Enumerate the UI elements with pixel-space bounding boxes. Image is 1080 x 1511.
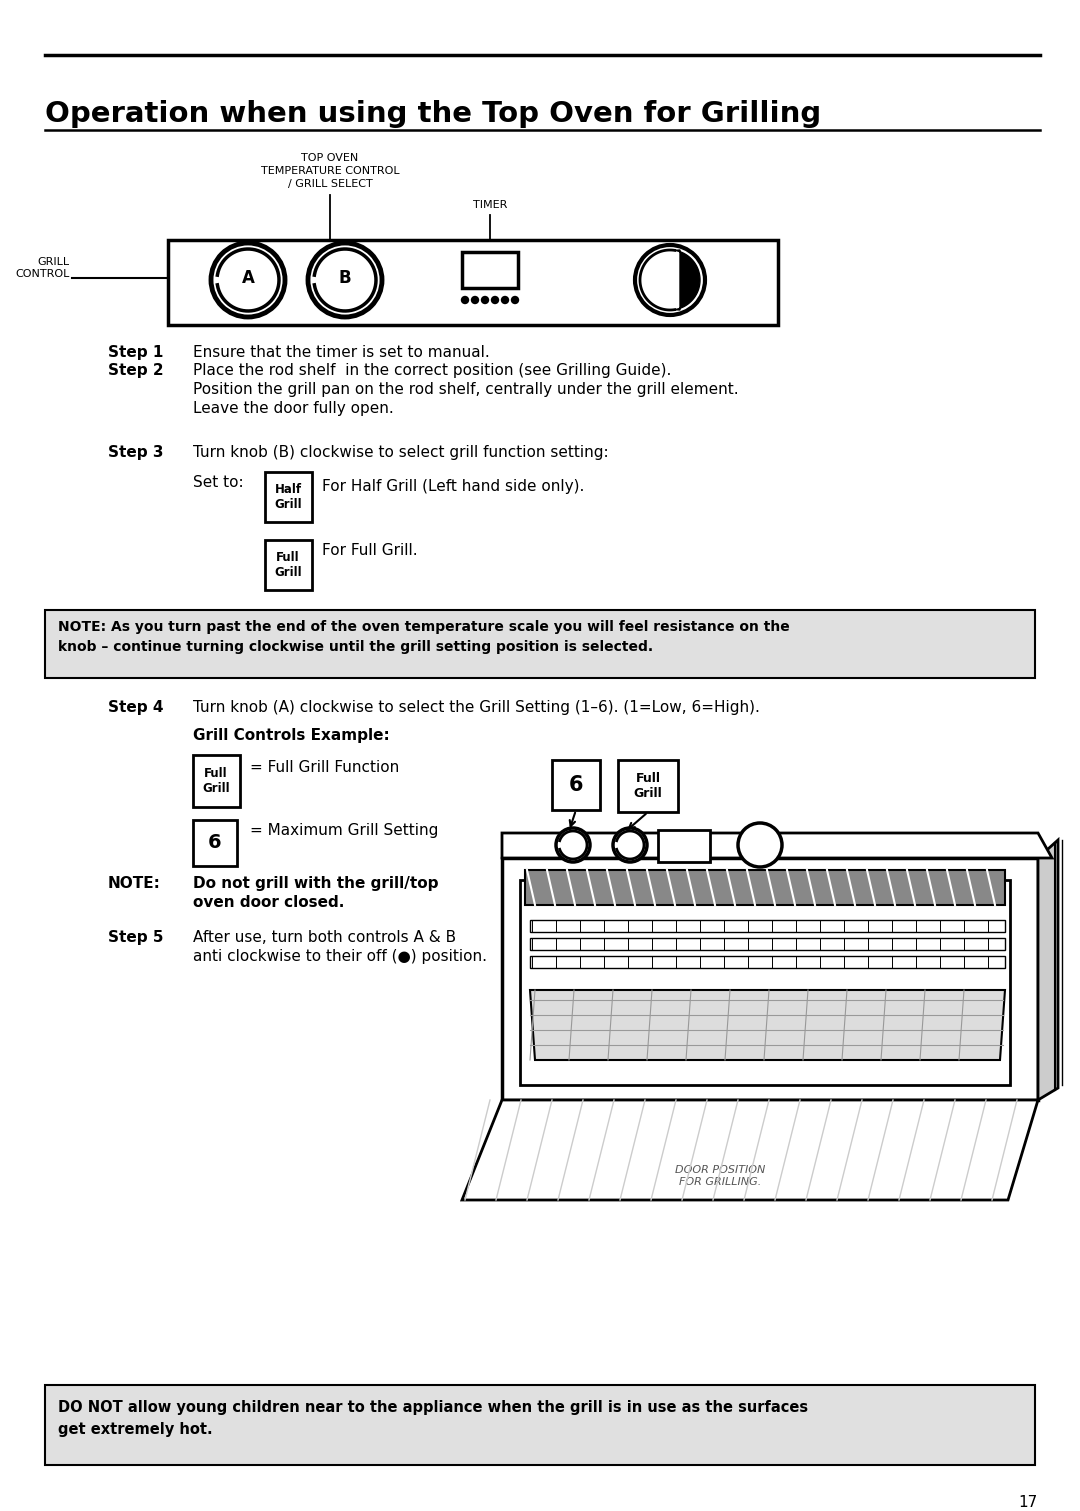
Bar bbox=[45, 610, 1035, 678]
Text: 6: 6 bbox=[569, 775, 583, 795]
Text: DOOR POSITION
FOR GRILLING.: DOOR POSITION FOR GRILLING. bbox=[675, 1165, 766, 1186]
Circle shape bbox=[472, 296, 478, 304]
Text: Step 1: Step 1 bbox=[108, 345, 163, 360]
Text: For Full Grill.: For Full Grill. bbox=[322, 542, 418, 558]
Text: Do not grill with the grill/top: Do not grill with the grill/top bbox=[193, 876, 438, 891]
Text: NOTE:: NOTE: bbox=[108, 876, 161, 891]
Text: Step 5: Step 5 bbox=[108, 929, 163, 944]
Text: Operation when using the Top Oven for Grilling: Operation when using the Top Oven for Gr… bbox=[45, 100, 821, 128]
Text: Leave the door fully open.: Leave the door fully open. bbox=[193, 400, 394, 416]
Text: Place the rod shelf  in the correct position (see Grilling Guide).: Place the rod shelf in the correct posit… bbox=[193, 363, 672, 378]
Polygon shape bbox=[462, 1100, 1038, 1200]
Text: Half
Grill: Half Grill bbox=[274, 484, 301, 511]
Text: Turn knob (A) clockwise to select the Grill Setting (1–6). (1=Low, 6=High).: Turn knob (A) clockwise to select the Gr… bbox=[193, 700, 760, 715]
Text: 6: 6 bbox=[208, 834, 221, 852]
Bar bbox=[45, 1386, 1035, 1466]
Circle shape bbox=[501, 296, 509, 304]
Bar bbox=[265, 471, 312, 521]
Text: DO NOT allow young children near to the appliance when the grill is in use as th: DO NOT allow young children near to the … bbox=[58, 1401, 808, 1414]
Text: TIMER: TIMER bbox=[473, 199, 508, 210]
Bar bbox=[530, 920, 1005, 932]
Bar bbox=[193, 820, 237, 866]
Circle shape bbox=[635, 245, 705, 314]
Circle shape bbox=[211, 243, 285, 317]
Text: Set to:: Set to: bbox=[193, 474, 244, 490]
Bar bbox=[265, 539, 312, 589]
Text: Position the grill pan on the rod shelf, centrally under the grill element.: Position the grill pan on the rod shelf,… bbox=[193, 382, 739, 397]
Bar bbox=[530, 938, 1005, 950]
Text: oven door closed.: oven door closed. bbox=[193, 895, 345, 910]
Text: Grill Controls Example:: Grill Controls Example: bbox=[193, 728, 390, 743]
Circle shape bbox=[491, 296, 499, 304]
Circle shape bbox=[556, 828, 590, 861]
Bar bbox=[525, 870, 1005, 905]
Text: GRILL
CONTROL: GRILL CONTROL bbox=[15, 257, 70, 280]
Text: get extremely hot.: get extremely hot. bbox=[58, 1422, 213, 1437]
Circle shape bbox=[512, 296, 518, 304]
Polygon shape bbox=[502, 833, 1052, 858]
Bar bbox=[502, 858, 1038, 1100]
Bar bbox=[530, 956, 1005, 969]
Bar bbox=[193, 756, 240, 807]
Text: = Full Grill Function: = Full Grill Function bbox=[249, 760, 400, 775]
Text: Full
Grill: Full Grill bbox=[634, 772, 662, 799]
Text: = Maximum Grill Setting: = Maximum Grill Setting bbox=[249, 823, 438, 839]
Circle shape bbox=[613, 828, 647, 861]
Circle shape bbox=[482, 296, 488, 304]
Text: A: A bbox=[242, 269, 255, 287]
Text: Step 2: Step 2 bbox=[108, 363, 164, 378]
Circle shape bbox=[738, 823, 782, 867]
Text: For Half Grill (Left hand side only).: For Half Grill (Left hand side only). bbox=[322, 479, 584, 494]
Text: anti clockwise to their off (●) position.: anti clockwise to their off (●) position… bbox=[193, 949, 487, 964]
Text: Ensure that the timer is set to manual.: Ensure that the timer is set to manual. bbox=[193, 345, 489, 360]
Text: Step 4: Step 4 bbox=[108, 700, 163, 715]
Text: 17: 17 bbox=[1018, 1494, 1038, 1509]
Circle shape bbox=[308, 243, 382, 317]
Text: NOTE: As you turn past the end of the oven temperature scale you will feel resis: NOTE: As you turn past the end of the ov… bbox=[58, 620, 789, 654]
Polygon shape bbox=[530, 990, 1005, 1061]
Circle shape bbox=[461, 296, 469, 304]
Bar bbox=[168, 240, 778, 325]
Bar bbox=[658, 830, 710, 861]
Text: Turn knob (B) clockwise to select grill function setting:: Turn knob (B) clockwise to select grill … bbox=[193, 446, 609, 459]
Text: Full
Grill: Full Grill bbox=[274, 552, 301, 579]
Polygon shape bbox=[675, 249, 700, 310]
Bar bbox=[462, 252, 518, 289]
Text: Step 3: Step 3 bbox=[108, 446, 163, 459]
Bar bbox=[519, 879, 1010, 1085]
Text: After use, turn both controls A & B: After use, turn both controls A & B bbox=[193, 929, 456, 944]
Bar bbox=[552, 760, 600, 810]
Bar bbox=[618, 760, 678, 811]
Polygon shape bbox=[1038, 840, 1058, 1100]
Text: B: B bbox=[339, 269, 351, 287]
Text: Full
Grill: Full Grill bbox=[202, 768, 230, 795]
Text: TOP OVEN
TEMPERATURE CONTROL
/ GRILL SELECT: TOP OVEN TEMPERATURE CONTROL / GRILL SEL… bbox=[260, 153, 400, 189]
